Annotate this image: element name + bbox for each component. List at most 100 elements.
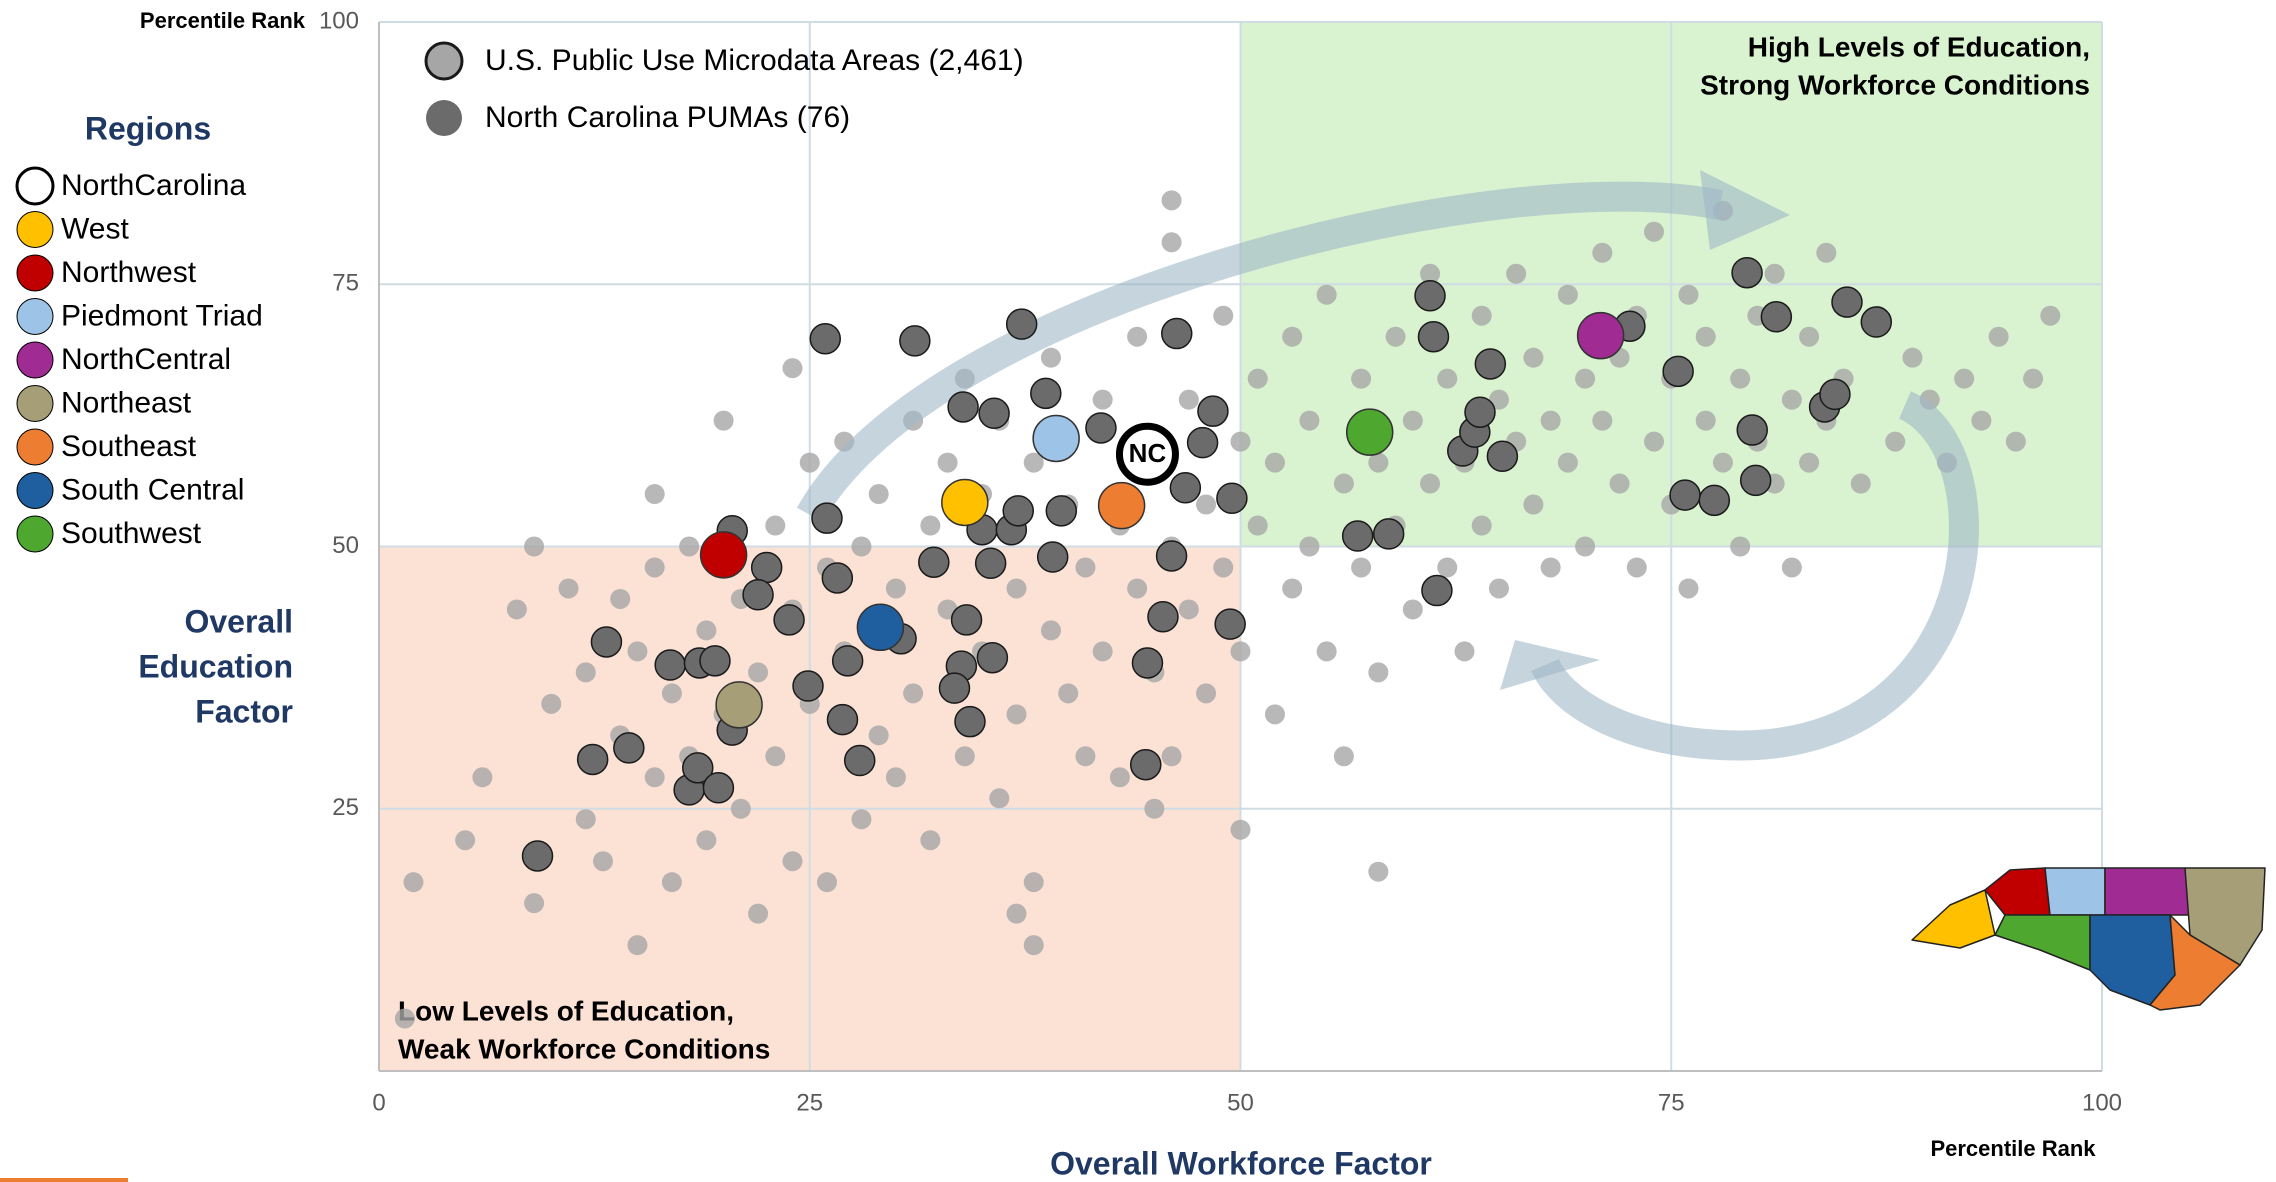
nc-map [1911, 867, 2266, 1011]
grid-layer: 25 50 75 100 0 25 50 75 100 [319, 7, 2122, 1116]
us-point [1402, 410, 1423, 431]
us-point [696, 620, 717, 641]
nc-point [947, 391, 979, 423]
us-point [1161, 190, 1182, 211]
us-point [403, 872, 424, 893]
us-point [1626, 557, 1647, 578]
quadrant-label: Low Levels of Education, [398, 995, 734, 1026]
us-point [1351, 368, 1372, 389]
us-point [1023, 872, 1044, 893]
us-point [1471, 305, 1492, 326]
us-point [1575, 368, 1596, 389]
nc-point [1002, 495, 1034, 527]
nc-point [1160, 317, 1193, 350]
us-point [1523, 347, 1544, 368]
us-point [1006, 704, 1027, 725]
region-point [1576, 311, 1625, 360]
legend-marker [426, 100, 462, 136]
us-point [920, 830, 941, 851]
us-point [472, 767, 493, 788]
nc-point [521, 840, 554, 872]
us-point [1712, 452, 1733, 473]
nc-point [1421, 574, 1453, 607]
nc-point [792, 670, 824, 702]
us-point [575, 662, 596, 683]
x-unit-label: Percentile Rank [1930, 1136, 2096, 1161]
nc-point [1131, 647, 1164, 679]
us-point [1196, 494, 1217, 515]
us-point [1075, 557, 1096, 578]
nc-point [1731, 256, 1763, 289]
us-point [989, 788, 1010, 809]
us-point [1799, 452, 1820, 473]
us-point [1954, 368, 1975, 389]
us-point [1437, 557, 1458, 578]
nc-point [654, 649, 686, 681]
quadrant-label: Weak Workforce Conditions [398, 1033, 770, 1064]
us-point [868, 725, 889, 746]
legend-label: NorthCarolina [61, 169, 246, 202]
us-point [1333, 746, 1354, 767]
x-tick-label: 50 [1227, 1089, 1254, 1116]
us-point [1247, 515, 1268, 536]
legend-marker [16, 341, 54, 379]
us-point [1575, 536, 1596, 557]
map-region [1984, 867, 2051, 916]
nc-point [954, 705, 986, 738]
us-point [1023, 452, 1044, 473]
us-point [1488, 578, 1509, 599]
legend-marker [16, 385, 54, 422]
arrow-curve [796, 181, 1723, 523]
nc-point [831, 645, 864, 677]
us-point [1609, 473, 1630, 494]
nc-point [1831, 286, 1863, 318]
us-point [765, 746, 786, 767]
us-point [782, 851, 803, 872]
nc-point [1819, 378, 1851, 411]
us-point [1127, 578, 1148, 599]
arrow-head [1700, 170, 1790, 250]
us-point [1523, 494, 1544, 515]
legend: U.S. Public Use Microdata Areas (2,461) N… [15, 41, 1024, 553]
x-tick-label: 100 [2082, 1089, 2122, 1116]
us-point [1368, 662, 1389, 683]
us-point [1006, 903, 1027, 924]
nc-point [1214, 608, 1246, 640]
nc-point [1372, 518, 1405, 550]
nc-point [1085, 412, 1117, 444]
region-point [715, 681, 763, 729]
y-axis-title: Overall [184, 603, 293, 639]
us-point [524, 536, 545, 557]
nc-point [899, 325, 931, 357]
nc-point [826, 703, 859, 736]
nc-point [1045, 495, 1078, 527]
us-point [1488, 389, 1509, 410]
nc-point [1736, 414, 1768, 446]
map-region [1994, 914, 2091, 971]
arrow-head [1500, 640, 1600, 690]
nc-point [742, 579, 774, 611]
us-point [1557, 284, 1578, 305]
us-point [1161, 232, 1182, 253]
nc-point [1129, 748, 1162, 781]
us-point [661, 872, 682, 893]
us-point [1144, 798, 1165, 819]
nc-point [1860, 306, 1893, 338]
quadrant-label: High Levels of Education, [1748, 31, 2090, 62]
nc-point [1760, 301, 1793, 333]
region-point [1115, 422, 1179, 486]
us-point [1644, 221, 1665, 242]
us-point [1299, 536, 1320, 557]
region-point [1345, 408, 1394, 456]
nc-point [918, 546, 950, 578]
us-point [903, 683, 924, 704]
legend-label: U.S. Public Use Microdata Areas (2,461) [485, 44, 1024, 77]
map-region [2044, 867, 2106, 916]
nc-point [1662, 355, 1694, 388]
us-point [816, 872, 837, 893]
legend-marker [16, 211, 54, 248]
legend-label: West [61, 212, 129, 245]
us-point [1351, 557, 1372, 578]
nc-point [773, 604, 805, 636]
us-point [575, 809, 596, 830]
